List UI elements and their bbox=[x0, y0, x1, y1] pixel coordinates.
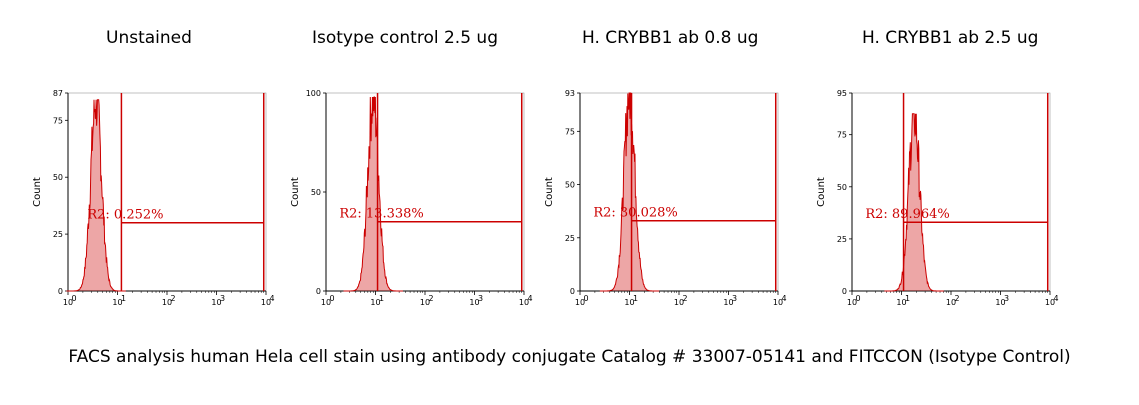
y-tick-label: 100 bbox=[306, 89, 321, 98]
histogram-curve bbox=[599, 92, 660, 292]
x-tick-label: 10 bbox=[946, 298, 956, 307]
y-tick-label: 87 bbox=[53, 89, 63, 98]
x-tick-exponent: 1 bbox=[905, 294, 910, 303]
gate-label: R2: 89.964% bbox=[865, 207, 949, 222]
histogram-curve bbox=[343, 96, 403, 292]
y-tick-label: 75 bbox=[565, 127, 575, 136]
y-tick-label: 50 bbox=[837, 183, 847, 192]
histogram-fill bbox=[66, 99, 126, 291]
x-tick-exponent: 2 bbox=[954, 294, 959, 303]
histogram-fill bbox=[343, 97, 403, 291]
x-tick-label: 10 bbox=[896, 298, 906, 307]
y-tick-label: 0 bbox=[570, 287, 575, 296]
x-tick-label: 10 bbox=[112, 298, 122, 307]
x-tick-exponent: 3 bbox=[732, 294, 737, 303]
x-tick-label: 10 bbox=[321, 298, 331, 307]
y-axis-title: Count bbox=[290, 177, 301, 207]
x-tick-label: 10 bbox=[674, 298, 684, 307]
x-tick-exponent: 4 bbox=[269, 294, 274, 303]
x-tick-exponent: 2 bbox=[428, 294, 433, 303]
histogram-fill bbox=[599, 93, 660, 291]
y-tick-label: 0 bbox=[842, 287, 847, 296]
x-tick-label: 10 bbox=[1045, 298, 1055, 307]
x-tick-exponent: 2 bbox=[170, 294, 175, 303]
x-tick-exponent: 1 bbox=[379, 294, 384, 303]
y-axis-title: Count bbox=[32, 177, 43, 207]
x-tick-label: 10 bbox=[624, 298, 634, 307]
x-tick-label: 10 bbox=[469, 298, 479, 307]
plot-frame bbox=[851, 92, 1051, 292]
x-tick-exponent: 0 bbox=[583, 294, 588, 303]
panel-title-unstained: Unstained bbox=[106, 28, 192, 48]
panel-title-isotype-control: Isotype control 2.5 ug bbox=[312, 28, 498, 48]
y-axis-title: Count bbox=[544, 177, 555, 207]
gate-label: R2: 0.252% bbox=[87, 208, 163, 223]
x-tick-label: 10 bbox=[261, 298, 271, 307]
gate-label: R2: 30.028% bbox=[593, 206, 677, 221]
y-tick-label: 95 bbox=[837, 89, 847, 98]
x-tick-label: 10 bbox=[211, 298, 221, 307]
panel-title-crybb1-0-8ug: H. CRYBB1 ab 0.8 ug bbox=[582, 28, 759, 48]
y-tick-label: 93 bbox=[565, 89, 575, 98]
histogram-curve bbox=[66, 99, 126, 292]
x-tick-exponent: 4 bbox=[1053, 294, 1058, 303]
x-tick-label: 10 bbox=[519, 298, 529, 307]
y-tick-label: 0 bbox=[58, 287, 63, 296]
x-tick-label: 10 bbox=[420, 298, 430, 307]
plot-frame bbox=[325, 92, 525, 292]
x-tick-exponent: 2 bbox=[682, 294, 687, 303]
y-tick-label: 50 bbox=[53, 173, 63, 182]
x-tick-exponent: 1 bbox=[121, 294, 126, 303]
x-tick-exponent: 4 bbox=[527, 294, 532, 303]
y-tick-label: 25 bbox=[837, 235, 847, 244]
x-tick-exponent: 3 bbox=[1004, 294, 1009, 303]
plot-frame bbox=[579, 92, 779, 292]
x-tick-label: 10 bbox=[995, 298, 1005, 307]
histogram-curve bbox=[884, 113, 944, 292]
x-tick-label: 10 bbox=[162, 298, 172, 307]
panel-title-crybb1-2-5ug: H. CRYBB1 ab 2.5 ug bbox=[862, 28, 1039, 48]
x-tick-exponent: 1 bbox=[633, 294, 638, 303]
y-tick-label: 25 bbox=[565, 234, 575, 243]
x-tick-label: 10 bbox=[723, 298, 733, 307]
x-tick-exponent: 0 bbox=[329, 294, 334, 303]
y-tick-label: 75 bbox=[53, 116, 63, 125]
x-tick-label: 10 bbox=[847, 298, 857, 307]
y-tick-label: 25 bbox=[53, 230, 63, 239]
x-tick-label: 10 bbox=[370, 298, 380, 307]
y-tick-label: 50 bbox=[565, 181, 575, 190]
x-tick-exponent: 4 bbox=[781, 294, 786, 303]
gate-label: R2: 13.338% bbox=[339, 207, 423, 222]
y-tick-label: 0 bbox=[316, 287, 321, 296]
y-tick-label: 50 bbox=[311, 188, 321, 197]
y-tick-label: 75 bbox=[837, 131, 847, 140]
x-tick-label: 10 bbox=[773, 298, 783, 307]
x-tick-exponent: 0 bbox=[855, 294, 860, 303]
x-tick-exponent: 3 bbox=[478, 294, 483, 303]
x-tick-exponent: 0 bbox=[71, 294, 76, 303]
histogram-fill bbox=[884, 113, 944, 291]
y-axis-title: Count bbox=[816, 177, 827, 207]
figure-caption: FACS analysis human Hela cell stain usin… bbox=[68, 347, 1071, 367]
x-tick-label: 10 bbox=[575, 298, 585, 307]
x-tick-label: 10 bbox=[63, 298, 73, 307]
x-tick-exponent: 3 bbox=[220, 294, 225, 303]
